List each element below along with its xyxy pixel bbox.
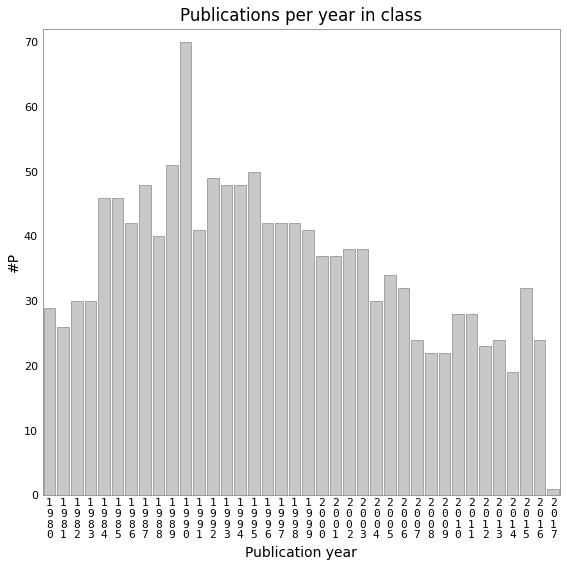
Bar xyxy=(153,236,164,496)
Bar xyxy=(493,340,505,496)
Bar xyxy=(438,353,450,496)
Bar xyxy=(57,327,69,496)
Bar xyxy=(425,353,437,496)
Bar xyxy=(534,340,545,496)
Bar xyxy=(248,172,260,496)
Bar xyxy=(180,42,192,496)
Bar xyxy=(261,223,273,496)
Bar xyxy=(507,373,518,496)
Bar xyxy=(466,314,477,496)
Bar xyxy=(521,288,532,496)
Bar xyxy=(125,223,137,496)
Bar xyxy=(71,301,83,496)
Bar xyxy=(139,185,151,496)
Bar xyxy=(234,185,246,496)
Bar xyxy=(289,223,301,496)
Bar xyxy=(411,340,423,496)
Bar xyxy=(370,301,382,496)
Bar xyxy=(98,197,110,496)
Title: Publications per year in class: Publications per year in class xyxy=(180,7,422,25)
Bar xyxy=(275,223,287,496)
Bar xyxy=(452,314,464,496)
Bar xyxy=(357,249,369,496)
Bar xyxy=(384,275,396,496)
Bar xyxy=(207,178,219,496)
X-axis label: Publication year: Publication year xyxy=(246,546,357,560)
Y-axis label: #P: #P xyxy=(7,252,21,272)
Bar xyxy=(193,230,205,496)
Bar xyxy=(479,346,491,496)
Bar xyxy=(84,301,96,496)
Bar xyxy=(548,489,559,496)
Bar xyxy=(112,197,124,496)
Bar xyxy=(316,256,328,496)
Bar xyxy=(44,308,56,496)
Bar xyxy=(329,256,341,496)
Bar xyxy=(166,165,178,496)
Bar xyxy=(221,185,232,496)
Bar xyxy=(343,249,355,496)
Bar xyxy=(397,288,409,496)
Bar xyxy=(302,230,314,496)
